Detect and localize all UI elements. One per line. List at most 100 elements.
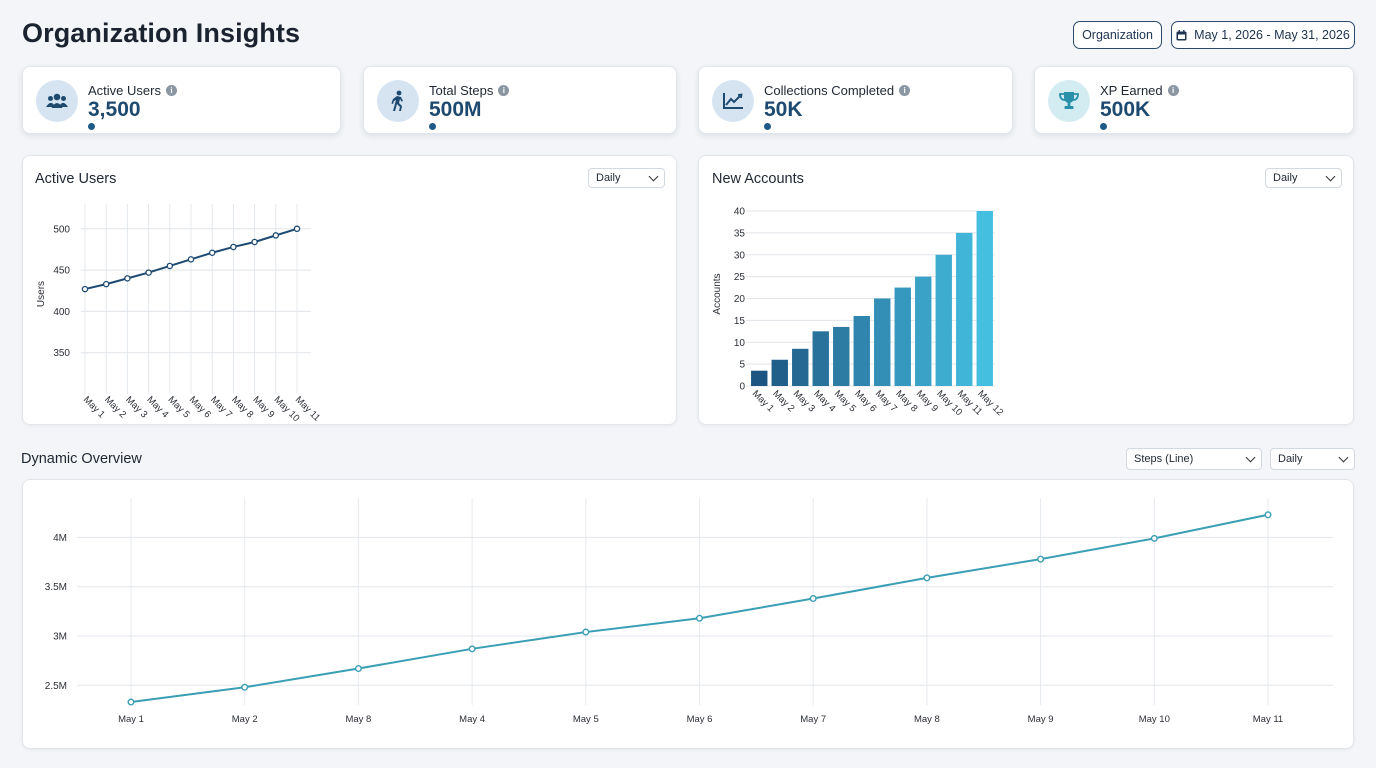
- kpi-value: 50K: [764, 98, 803, 121]
- x-tick-label: May 7: [208, 394, 234, 420]
- x-tick-label: May 9: [1028, 714, 1054, 725]
- y-tick-label: 450: [53, 266, 70, 277]
- kpi-label: Collections Completed: [764, 83, 895, 98]
- active-users-panel: Active Users Daily 350 400 450 500 Users May …: [22, 155, 677, 425]
- kpi-value: 500K: [1100, 98, 1151, 121]
- data-point: [696, 614, 704, 622]
- organization-button-label: Organization: [1082, 28, 1153, 42]
- status-dot: [429, 123, 436, 130]
- kpi-card-collections-completed: Collections Completed i 50K: [698, 66, 1013, 134]
- interval-select[interactable]: Daily: [588, 168, 665, 188]
- x-tick-label: May 1: [118, 714, 144, 725]
- x-tick-label: May 8: [229, 394, 255, 420]
- chevron-down-icon: [1245, 452, 1256, 462]
- x-tick-label: May 8: [914, 714, 940, 725]
- status-dot: [1100, 123, 1107, 130]
- data-point: [251, 238, 258, 246]
- data-point: [166, 262, 174, 270]
- bar: [894, 287, 911, 386]
- data-point: [809, 595, 817, 603]
- y-tick-label: 0: [739, 382, 745, 393]
- data-point: [102, 280, 110, 288]
- interval-select-value: Daily: [1278, 453, 1303, 465]
- y-tick-label: 5: [739, 360, 745, 371]
- organization-button[interactable]: Organization: [1073, 21, 1162, 49]
- interval-select-value: Daily: [1273, 172, 1298, 184]
- x-tick-label: May 3: [791, 388, 817, 414]
- bar: [976, 211, 993, 386]
- dynamic-overview-title: Dynamic Overview: [21, 451, 142, 467]
- x-tick-label: May 2: [232, 714, 258, 725]
- status-dot: [88, 123, 95, 130]
- x-tick-label: May 6: [687, 714, 713, 725]
- bar: [935, 254, 952, 386]
- interval-select[interactable]: Daily: [1270, 448, 1355, 470]
- users-icon: [36, 80, 78, 122]
- y-axis-label: Users: [36, 281, 47, 307]
- x-tick-label: May 1: [750, 388, 776, 414]
- y-tick-label: 3M: [53, 632, 67, 643]
- bar: [956, 232, 973, 386]
- data-point: [1150, 534, 1158, 542]
- data-point: [468, 645, 476, 653]
- dynamic-overview-panel: May 1 May 2 May 8 May 4 May 5 May 6 May 7 May 8…: [22, 479, 1354, 749]
- x-tick-label: May 7: [873, 388, 899, 414]
- data-point: [293, 225, 301, 233]
- info-icon[interactable]: i: [165, 85, 177, 96]
- data-point: [582, 628, 590, 636]
- bar: [771, 359, 788, 386]
- y-tick-label: 10: [734, 338, 746, 349]
- x-tick-label: May 9: [914, 388, 940, 414]
- new-accounts-panel: New Accounts Daily 0 5 10 15 20 25 30 35 40 Accou…: [698, 155, 1354, 425]
- date-range-button[interactable]: May 1, 2026 - May 31, 2026: [1171, 21, 1355, 49]
- trophy-icon: [1048, 80, 1090, 122]
- x-tick-label: May 4: [144, 394, 170, 420]
- kpi-label: Active Users: [88, 83, 161, 98]
- y-tick-label: 400: [53, 307, 70, 318]
- x-tick-label: May 6: [852, 388, 878, 414]
- info-icon[interactable]: i: [899, 85, 911, 96]
- data-point: [230, 243, 237, 251]
- y-tick-label: 350: [53, 348, 70, 359]
- kpi-card-active-users: Active Users i 3,500: [22, 66, 341, 134]
- bar: [833, 326, 850, 386]
- metric-select-value: Steps (Line): [1134, 453, 1194, 465]
- bar: [874, 298, 891, 386]
- info-icon[interactable]: i: [1167, 85, 1179, 96]
- calendar-icon: [1176, 29, 1187, 41]
- kpi-label: Total Steps: [429, 83, 494, 98]
- chevron-down-icon: [648, 171, 659, 181]
- data-point: [1037, 555, 1045, 563]
- x-tick-label: May 4: [811, 388, 837, 414]
- kpi-card-total-steps: Total Steps i 500M: [363, 66, 677, 134]
- y-tick-label: 20: [734, 294, 746, 305]
- page-title: Organization Insights: [22, 18, 301, 48]
- x-tick-label: May 5: [166, 394, 192, 420]
- data-point: [208, 249, 216, 256]
- x-tick-label: May 3: [123, 394, 149, 420]
- bar: [792, 348, 809, 386]
- x-tick-label: May 2: [102, 394, 128, 420]
- data-point: [354, 665, 362, 673]
- interval-select-value: Daily: [596, 172, 621, 184]
- bar: [751, 370, 768, 386]
- y-tick-label: 500: [53, 224, 70, 235]
- chevron-down-icon: [1338, 452, 1349, 462]
- status-dot: [764, 123, 771, 130]
- y-axis-label: Accounts: [712, 273, 723, 314]
- trend-chart-icon: [712, 80, 754, 122]
- data-point: [187, 256, 195, 263]
- y-tick-label: 30: [734, 250, 746, 261]
- bar: [812, 331, 829, 386]
- info-icon[interactable]: i: [498, 85, 510, 96]
- x-tick-label: May 8: [893, 388, 919, 414]
- interval-select[interactable]: Daily: [1265, 168, 1342, 188]
- x-tick-label: May 7: [800, 714, 826, 725]
- date-range-label: May 1, 2026 - May 31, 2026: [1194, 28, 1350, 42]
- y-tick-label: 3.5M: [45, 582, 67, 593]
- x-tick-label: May 11: [1253, 714, 1283, 725]
- metric-select[interactable]: Steps (Line): [1126, 448, 1262, 470]
- panel-title: New Accounts: [712, 171, 804, 187]
- data-point: [241, 683, 249, 691]
